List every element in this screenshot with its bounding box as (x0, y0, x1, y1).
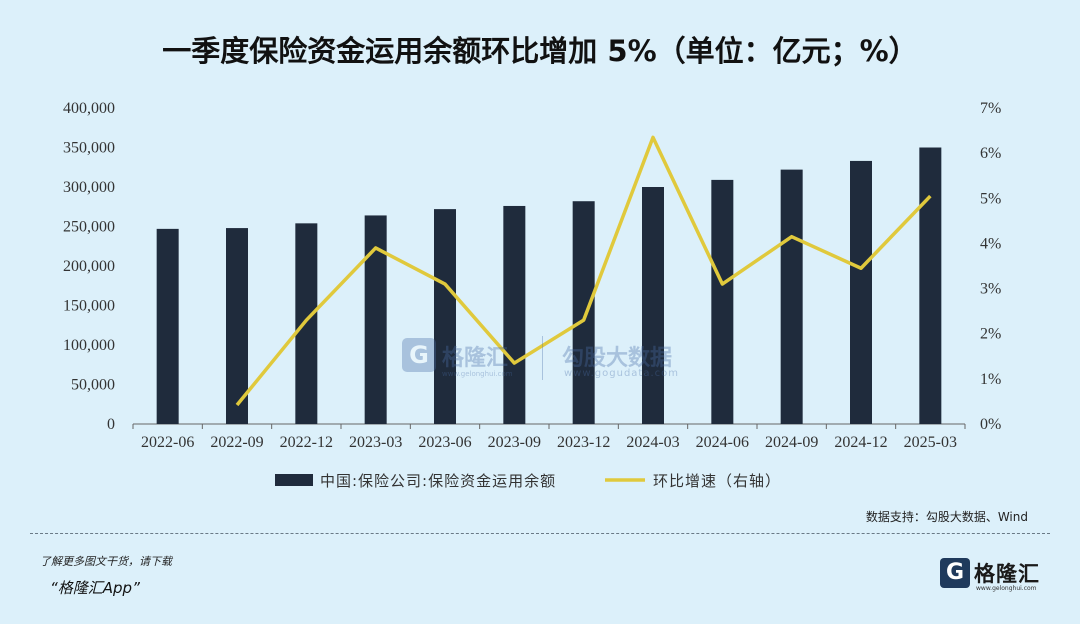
bar (503, 205, 526, 424)
left-tick-label: 100,000 (63, 337, 115, 354)
x-tick-label: 2022-06 (141, 434, 194, 451)
left-tick-label: 250,000 (63, 219, 115, 236)
right-tick-label: 0% (980, 416, 1001, 433)
left-tick-label: 200,000 (63, 258, 115, 275)
watermark: G 格隆汇 www.gelonghui.com 勾股大数据 www.goguda… (402, 336, 702, 386)
x-tick-label: 2023-09 (488, 434, 541, 451)
left-axis-ticks: 0 50,000 100,000 150,000 200,000 250,000 300,0… (63, 100, 115, 433)
bar (226, 228, 248, 424)
bar (434, 209, 456, 424)
right-tick-label: 3% (980, 281, 1001, 298)
promo-line-1: 了解更多图文干货，请下载 (40, 555, 172, 568)
left-tick-label: 150,000 (63, 298, 115, 315)
bar (156, 228, 179, 424)
bar (919, 147, 942, 424)
right-axis-ticks: 0% 1% 2% 3% 4% 5% 6% 7% (980, 100, 1001, 433)
x-tick-label: 2024-03 (626, 434, 679, 451)
combo-chart: 0 50,000 100,000 150,000 200,000 250,000 300,0… (63, 100, 1001, 490)
bar (850, 160, 872, 424)
brand-logo: G 格隆汇 www.gelonghui.com (940, 556, 1040, 596)
x-tick-label: 2023-06 (418, 434, 471, 451)
x-tick-label: 2025-03 (904, 434, 957, 451)
x-tick-label: 2024-06 (696, 434, 749, 451)
right-tick-label: 7% (980, 100, 1001, 117)
x-tick-label: 2022-09 (210, 434, 263, 451)
x-axis-ticks: 2022-06 2022-09 2022-12 2023-03 2023-06 2023-… (132, 424, 966, 451)
x-tick-label: 2024-12 (834, 434, 887, 451)
right-tick-label: 6% (980, 145, 1001, 162)
brand-name: 格隆汇 (974, 562, 1040, 586)
watermark-separator (542, 336, 543, 380)
line-series (235, 135, 932, 407)
left-tick-label: 400,000 (63, 100, 115, 117)
right-tick-label: 1% (980, 371, 1001, 388)
left-tick-label: 50,000 (71, 377, 115, 394)
x-tick-label: 2023-12 (557, 434, 610, 451)
watermark-name: 格隆汇 (442, 346, 509, 371)
bar (780, 169, 803, 424)
watermark-name-2: 勾股大数据 (562, 346, 673, 371)
bar (711, 179, 734, 424)
footer-divider (30, 533, 1050, 534)
source-note: 数据支持：勾股大数据、Wind (865, 510, 1028, 524)
bar-series (156, 147, 942, 424)
bar (642, 187, 664, 424)
brand-url: www.gelonghui.com (976, 585, 1037, 592)
chart-title: 一季度保险资金运用余额环比增加 5%（单位：亿元；%） (162, 34, 918, 68)
bar (364, 215, 387, 424)
bar (295, 223, 318, 424)
legend-bar-label: 中国:保险公司:保险资金运用余额 (320, 472, 556, 490)
right-tick-label: 5% (980, 190, 1001, 207)
watermark-url: www.gelonghui.com (442, 370, 513, 378)
bar (572, 201, 595, 424)
legend: 中国:保险公司:保险资金运用余额 环比增速（右轴） (275, 472, 781, 490)
x-tick-label: 2023-03 (349, 434, 402, 451)
right-tick-label: 2% (980, 326, 1001, 343)
legend-bar-swatch (275, 474, 313, 486)
promo-line-2: “格隆汇App” (50, 579, 140, 597)
watermark-logo-icon: G (402, 338, 436, 372)
left-tick-label: 0 (107, 416, 115, 433)
watermark-url-2: www.gogudata.com (564, 368, 680, 379)
x-tick-label: 2024-09 (765, 434, 818, 451)
brand-logo-icon: G (940, 558, 970, 588)
left-tick-label: 300,000 (63, 179, 115, 196)
legend-line-label: 环比增速（右轴） (653, 472, 781, 490)
right-tick-label: 4% (980, 235, 1001, 252)
x-tick-label: 2022-12 (280, 434, 333, 451)
left-tick-label: 350,000 (63, 140, 115, 157)
